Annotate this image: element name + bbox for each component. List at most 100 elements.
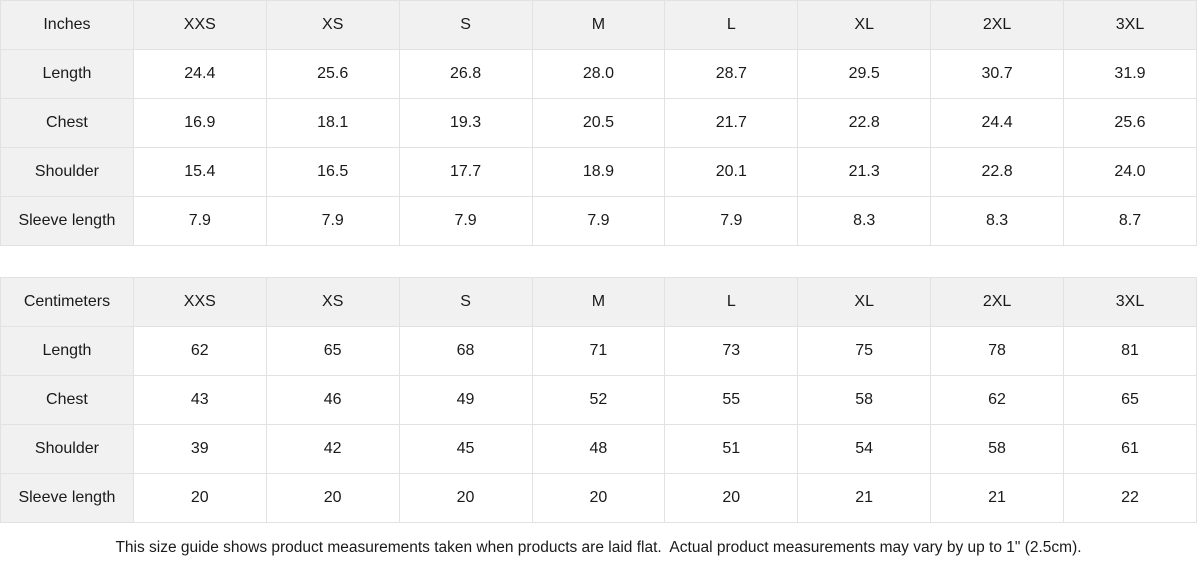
size-table-inches: Inches XXS XS S M L XL 2XL 3XL Length 24.4 25.6 26.8… bbox=[0, 0, 1197, 246]
measurement-cell: 31.9 bbox=[1063, 49, 1197, 99]
measurement-cell: 58 bbox=[797, 375, 932, 425]
measurement-cell: 26.8 bbox=[398, 49, 533, 99]
measurement-cell: 8.3 bbox=[930, 196, 1064, 246]
measurement-cell: 55 bbox=[664, 375, 799, 425]
measurement-cell: 54 bbox=[797, 424, 932, 474]
measurement-cell: 25.6 bbox=[265, 49, 400, 99]
measurement-cell: 73 bbox=[664, 326, 799, 376]
measurement-cell: 7.9 bbox=[664, 196, 799, 246]
size-column-header: 2XL bbox=[930, 277, 1064, 327]
measurement-cell: 45 bbox=[398, 424, 533, 474]
measurement-cell: 18.1 bbox=[265, 98, 400, 148]
measurement-cell: 42 bbox=[265, 424, 400, 474]
size-table-centimeters: Centimeters XXS XS S M L XL 2XL 3XL Length 62 65 68 7… bbox=[0, 277, 1197, 523]
measurement-cell: 49 bbox=[398, 375, 533, 425]
measurement-cell: 18.9 bbox=[531, 147, 666, 197]
table-row: Chest 43 46 49 52 55 58 62 65 bbox=[0, 375, 1197, 425]
measurement-cell: 81 bbox=[1063, 326, 1197, 376]
size-column-header: XS bbox=[265, 277, 400, 327]
measurement-cell: 20 bbox=[664, 473, 799, 523]
measurement-cell: 46 bbox=[265, 375, 400, 425]
measurement-cell: 21.3 bbox=[797, 147, 932, 197]
measurement-cell: 20.1 bbox=[664, 147, 799, 197]
measurement-cell: 21 bbox=[930, 473, 1064, 523]
table-spacer bbox=[0, 246, 1197, 277]
measurement-cell: 20.5 bbox=[531, 98, 666, 148]
measurement-cell: 22.8 bbox=[930, 147, 1064, 197]
size-column-header: M bbox=[531, 277, 666, 327]
measurement-cell: 25.6 bbox=[1063, 98, 1197, 148]
measurement-cell: 7.9 bbox=[531, 196, 666, 246]
table-row: Sleeve length 7.9 7.9 7.9 7.9 7.9 8.3 8.3 8.7 bbox=[0, 196, 1197, 246]
measurement-cell: 24.4 bbox=[132, 49, 267, 99]
table-row: Length 24.4 25.6 26.8 28.0 28.7 29.5 30.7 31.9 bbox=[0, 49, 1197, 99]
size-column-header: L bbox=[664, 0, 799, 50]
row-label: Sleeve length bbox=[0, 196, 134, 246]
size-tables-container: Inches XXS XS S M L XL 2XL 3XL Length 24.4 25.6 26.8… bbox=[0, 0, 1197, 523]
measurement-cell: 71 bbox=[531, 326, 666, 376]
measurement-cell: 29.5 bbox=[797, 49, 932, 99]
table-row: Length 62 65 68 71 73 75 78 81 bbox=[0, 326, 1197, 376]
row-label: Shoulder bbox=[0, 147, 134, 197]
row-label: Length bbox=[0, 49, 134, 99]
measurement-cell: 20 bbox=[398, 473, 533, 523]
measurement-cell: 75 bbox=[797, 326, 932, 376]
measurement-cell: 28.7 bbox=[664, 49, 799, 99]
measurement-cell: 21 bbox=[797, 473, 932, 523]
measurement-cell: 8.3 bbox=[797, 196, 932, 246]
row-label: Sleeve length bbox=[0, 473, 134, 523]
row-label: Chest bbox=[0, 98, 134, 148]
measurement-cell: 62 bbox=[132, 326, 267, 376]
size-column-header: L bbox=[664, 277, 799, 327]
measurement-cell: 20 bbox=[265, 473, 400, 523]
measurement-cell: 65 bbox=[265, 326, 400, 376]
measurement-cell: 20 bbox=[531, 473, 666, 523]
size-column-header: XS bbox=[265, 0, 400, 50]
measurement-cell: 22 bbox=[1063, 473, 1197, 523]
measurement-cell: 7.9 bbox=[132, 196, 267, 246]
measurement-cell: 22.8 bbox=[797, 98, 932, 148]
measurement-cell: 7.9 bbox=[398, 196, 533, 246]
measurement-cell: 16.9 bbox=[132, 98, 267, 148]
measurement-cell: 24.0 bbox=[1063, 147, 1197, 197]
measurement-cell: 48 bbox=[531, 424, 666, 474]
footer: This size guide shows product measuremen… bbox=[0, 523, 1197, 572]
size-column-header: XL bbox=[797, 277, 932, 327]
size-column-header: XXS bbox=[132, 0, 267, 50]
measurement-cell: 17.7 bbox=[398, 147, 533, 197]
size-column-header: XL bbox=[797, 0, 932, 50]
size-column-header: 3XL bbox=[1063, 0, 1197, 50]
measurement-cell: 52 bbox=[531, 375, 666, 425]
table-row: Shoulder 39 42 45 48 51 54 58 61 bbox=[0, 424, 1197, 474]
measurement-cell: 51 bbox=[664, 424, 799, 474]
measurement-cell: 58 bbox=[930, 424, 1064, 474]
measurement-cell: 61 bbox=[1063, 424, 1197, 474]
size-column-header: S bbox=[398, 0, 533, 50]
header-row: Centimeters XXS XS S M L XL 2XL 3XL bbox=[0, 277, 1197, 327]
measurement-cell: 28.0 bbox=[531, 49, 666, 99]
size-column-header: 2XL bbox=[930, 0, 1064, 50]
measurement-cell: 16.5 bbox=[265, 147, 400, 197]
size-column-header: S bbox=[398, 277, 533, 327]
measurement-cell: 7.9 bbox=[265, 196, 400, 246]
measurement-cell: 8.7 bbox=[1063, 196, 1197, 246]
measurement-cell: 19.3 bbox=[398, 98, 533, 148]
table-row: Chest 16.9 18.1 19.3 20.5 21.7 22.8 24.4 25.6 bbox=[0, 98, 1197, 148]
unit-header: Inches bbox=[0, 0, 134, 50]
table-row: Sleeve length 20 20 20 20 20 21 21 22 bbox=[0, 473, 1197, 523]
size-column-header: 3XL bbox=[1063, 277, 1197, 327]
measurement-cell: 78 bbox=[930, 326, 1064, 376]
measurement-cell: 68 bbox=[398, 326, 533, 376]
table-row: Shoulder 15.4 16.5 17.7 18.9 20.1 21.3 22.8 24.0 bbox=[0, 147, 1197, 197]
footer-note: This size guide shows product measuremen… bbox=[115, 538, 1082, 556]
measurement-cell: 62 bbox=[930, 375, 1064, 425]
row-label: Length bbox=[0, 326, 134, 376]
measurement-cell: 39 bbox=[132, 424, 267, 474]
measurement-cell: 43 bbox=[132, 375, 267, 425]
row-label: Shoulder bbox=[0, 424, 134, 474]
size-column-header: M bbox=[531, 0, 666, 50]
measurement-cell: 20 bbox=[132, 473, 267, 523]
measurement-cell: 21.7 bbox=[664, 98, 799, 148]
measurement-cell: 30.7 bbox=[930, 49, 1064, 99]
